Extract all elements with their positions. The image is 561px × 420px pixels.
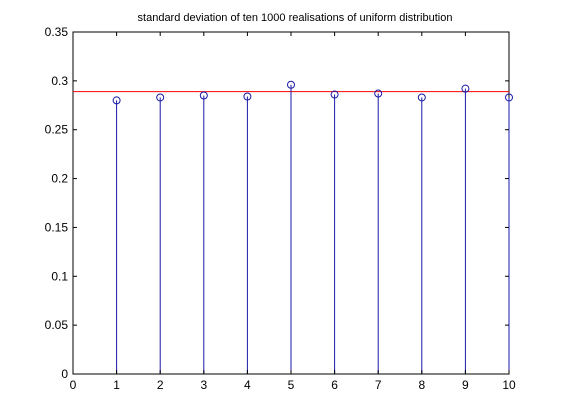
- x-tick-label: 6: [331, 378, 338, 392]
- x-tick-label: 9: [462, 378, 469, 392]
- y-tick-label: 0.15: [45, 220, 69, 234]
- y-tick-label: 0.25: [45, 123, 69, 137]
- x-tick-label: 2: [157, 378, 164, 392]
- y-tick-label: 0.3: [51, 74, 68, 88]
- x-tick-label: 8: [418, 378, 425, 392]
- stem-marker: [505, 93, 513, 102]
- stem-marker: [243, 92, 252, 101]
- y-tick-label: 0: [61, 367, 68, 381]
- x-tick-label: 4: [244, 378, 251, 392]
- stem-marker: [417, 93, 426, 102]
- stem-marker: [112, 96, 121, 105]
- stem-marker: [199, 91, 208, 100]
- x-tick-label: 3: [200, 378, 207, 392]
- x-tick-label: 5: [288, 378, 295, 392]
- stem-marker: [461, 84, 470, 93]
- x-tick-label: 0: [70, 378, 77, 392]
- x-tick-label: 10: [502, 378, 516, 392]
- chart-title: standard deviation of ten 1000 realisati…: [138, 12, 453, 24]
- x-tick-label: 1: [113, 378, 120, 392]
- x-tick-label: 7: [375, 378, 382, 392]
- y-tick-label: 0.2: [51, 172, 68, 186]
- y-tick-label: 0.1: [51, 269, 68, 283]
- chart-axes: 0 1 2 3 4 5 6 7 8 9 10 0 0.05 0.1 0.15 0.2 0.25 0.3 0.35: [45, 25, 516, 392]
- stem-marker: [374, 89, 383, 98]
- stem-marker: [330, 90, 339, 99]
- y-tick-label: 0.05: [45, 318, 69, 332]
- stem-marker: [156, 93, 165, 102]
- stem-marker: [287, 80, 295, 89]
- chart-marks: [73, 80, 513, 374]
- y-tick-label: 0.35: [45, 25, 69, 39]
